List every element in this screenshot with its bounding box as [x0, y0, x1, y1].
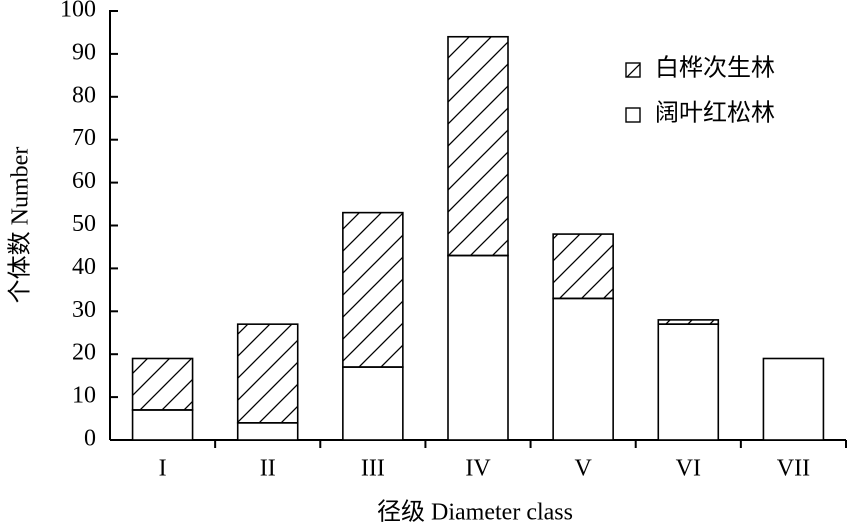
bar-segment	[236, 323, 299, 424]
x-tick-label: I	[159, 456, 167, 482]
y-tick-label: 80	[72, 82, 96, 108]
y-tick-label: 100	[60, 0, 96, 23]
x-tick-label: III	[361, 456, 385, 482]
x-tick-label: IV	[465, 456, 491, 482]
x-tick-label: V	[574, 456, 592, 482]
bar-segment	[342, 366, 404, 441]
y-tick-label: 20	[72, 340, 96, 366]
legend-swatch	[625, 62, 641, 78]
x-tick-label: II	[260, 456, 276, 482]
bar-segment	[131, 357, 194, 411]
bar-segment	[552, 297, 614, 441]
y-tick-label: 50	[72, 211, 96, 237]
bar-segment	[447, 35, 509, 257]
bar-segment	[342, 211, 404, 368]
bar-segment	[131, 409, 194, 441]
y-tick-label: 10	[72, 383, 96, 409]
y-tick-label: 90	[72, 39, 96, 65]
legend-label: 白桦次生林	[655, 55, 775, 82]
bar-segment	[447, 254, 509, 441]
bar-segment	[236, 422, 299, 441]
bar-segment	[657, 319, 720, 325]
bar-segment	[552, 233, 614, 300]
y-tick-label: 60	[72, 168, 96, 194]
bar-segment	[657, 323, 720, 441]
y-tick-label: 40	[72, 254, 96, 280]
bar-segment	[762, 357, 825, 441]
x-tick-label: VII	[777, 456, 810, 482]
x-tick-label: VI	[676, 456, 701, 482]
y-axis-label: 个体数 Number	[7, 147, 34, 304]
y-tick-label: 30	[72, 297, 96, 323]
y-tick-label: 0	[84, 426, 96, 452]
legend-swatch	[625, 107, 641, 123]
x-axis-label: 径级 Diameter class	[377, 499, 573, 526]
legend-label: 阔叶红松林	[655, 100, 775, 127]
y-tick-label: 70	[72, 125, 96, 151]
